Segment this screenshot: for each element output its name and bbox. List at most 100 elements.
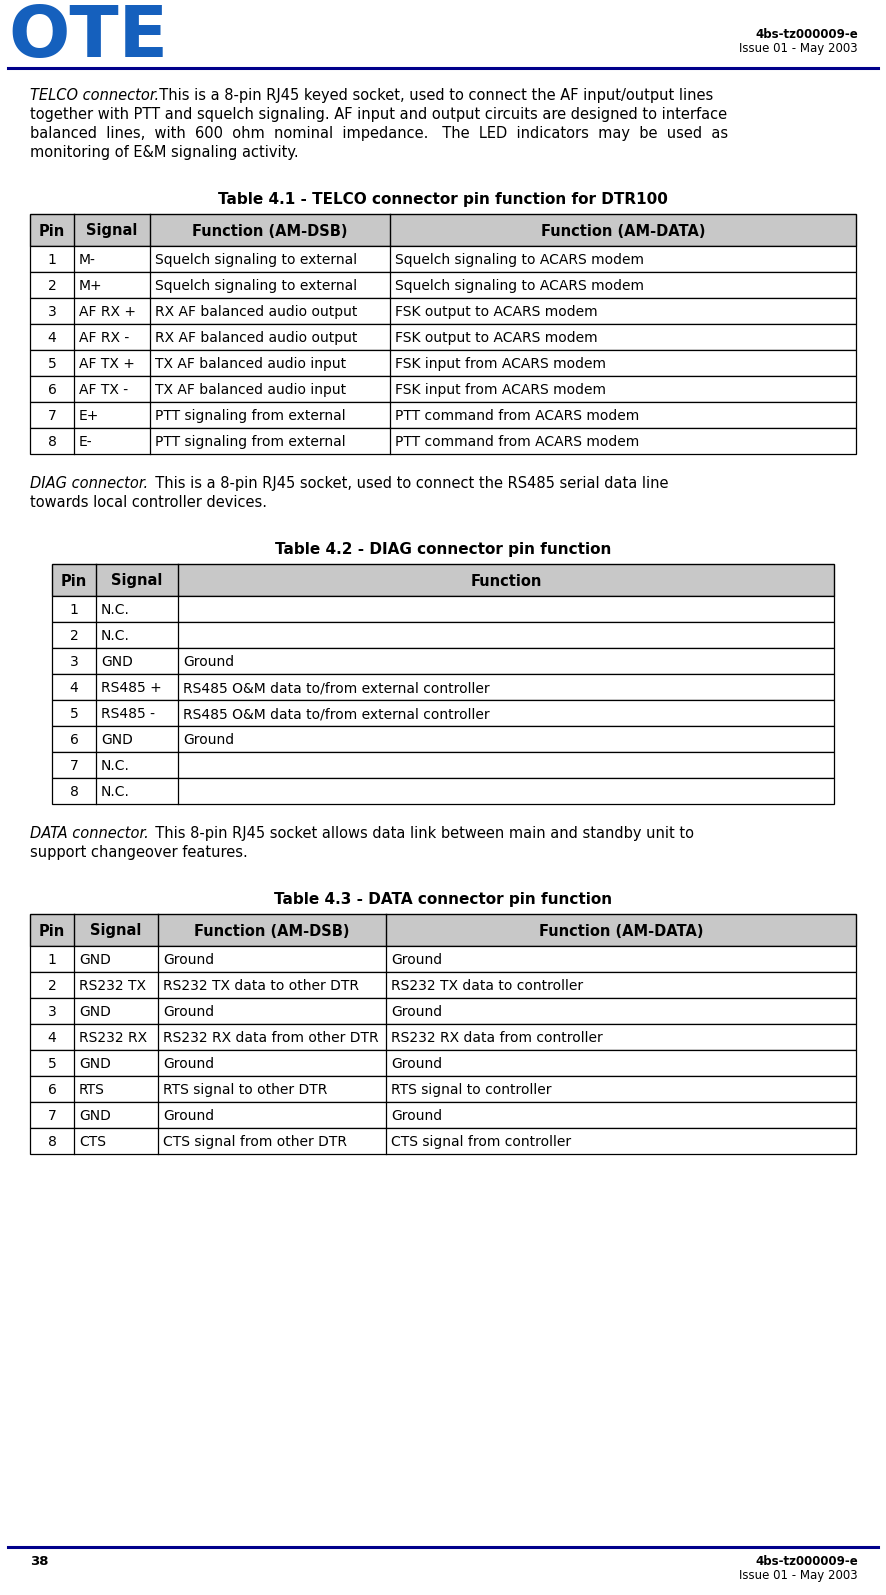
Text: N.C.: N.C.	[101, 785, 130, 799]
Text: FSK input from ACARS modem: FSK input from ACARS modem	[395, 383, 606, 397]
Text: 4: 4	[48, 332, 57, 345]
Text: This is a 8-pin RJ45 socket, used to connect the RS485 serial data line: This is a 8-pin RJ45 socket, used to con…	[146, 475, 669, 491]
Bar	[52, 726, 834, 751]
Text: Squelch signaling to external: Squelch signaling to external	[155, 279, 357, 293]
Text: 8: 8	[70, 785, 79, 799]
Text: Table 4.3 - DATA connector pin function: Table 4.3 - DATA connector pin function	[274, 892, 612, 908]
Text: GND: GND	[79, 952, 111, 967]
Bar	[30, 1024, 856, 1050]
Text: Ground: Ground	[183, 734, 234, 746]
Bar	[30, 1050, 856, 1077]
Text: 1: 1	[48, 254, 57, 266]
Bar	[52, 778, 834, 804]
Text: 6: 6	[48, 1083, 57, 1097]
Text: PTT signaling from external: PTT signaling from external	[155, 435, 346, 450]
Text: Squelch signaling to external: Squelch signaling to external	[155, 254, 357, 266]
Text: Pin: Pin	[61, 574, 87, 589]
Text: TELCO connector.: TELCO connector.	[30, 88, 159, 104]
Text: Signal: Signal	[86, 223, 137, 239]
Bar	[30, 971, 856, 998]
Text: 7: 7	[48, 408, 57, 423]
Text: 2: 2	[48, 279, 57, 293]
Text: 5: 5	[70, 707, 78, 721]
Bar	[30, 376, 856, 402]
Text: Squelch signaling to ACARS modem: Squelch signaling to ACARS modem	[395, 279, 644, 293]
Bar	[30, 298, 856, 324]
Bar	[30, 946, 856, 971]
Text: Function (AM-DSB): Function (AM-DSB)	[192, 223, 347, 239]
Text: FSK output to ACARS modem: FSK output to ACARS modem	[395, 305, 598, 319]
Text: Pin: Pin	[39, 924, 66, 938]
Text: TX AF balanced audio input: TX AF balanced audio input	[155, 383, 346, 397]
Text: M-: M-	[79, 254, 96, 266]
Text: 8: 8	[48, 435, 57, 450]
Text: RS485 -: RS485 -	[101, 707, 155, 721]
Text: GND: GND	[79, 1005, 111, 1019]
Bar	[30, 273, 856, 298]
Text: Function (AM-DATA): Function (AM-DATA)	[540, 223, 705, 239]
Text: N.C.: N.C.	[101, 759, 130, 774]
Bar	[30, 1077, 856, 1102]
Text: Ground: Ground	[183, 656, 234, 668]
Text: N.C.: N.C.	[101, 628, 130, 643]
Text: 2: 2	[48, 979, 57, 994]
Bar	[30, 214, 856, 246]
Bar	[30, 324, 856, 349]
Text: 7: 7	[70, 759, 78, 774]
Text: RS232 RX data from controller: RS232 RX data from controller	[391, 1030, 602, 1045]
Text: RTS signal to other DTR: RTS signal to other DTR	[163, 1083, 327, 1097]
Text: Function (AM-DATA): Function (AM-DATA)	[539, 924, 703, 938]
Text: RS232 RX: RS232 RX	[79, 1030, 147, 1045]
Text: GND: GND	[101, 656, 133, 668]
Text: 6: 6	[70, 734, 79, 746]
Bar	[52, 700, 834, 726]
Text: Ground: Ground	[391, 1109, 442, 1123]
Text: 1: 1	[48, 952, 57, 967]
Bar	[52, 622, 834, 648]
Text: 38: 38	[30, 1555, 49, 1568]
Text: 7: 7	[48, 1109, 57, 1123]
Text: Ground: Ground	[163, 952, 214, 967]
Text: FSK input from ACARS modem: FSK input from ACARS modem	[395, 357, 606, 372]
Text: 6: 6	[48, 383, 57, 397]
Text: RTS: RTS	[79, 1083, 105, 1097]
Text: DATA connector.: DATA connector.	[30, 826, 149, 841]
Bar	[52, 597, 834, 622]
Text: RS232 TX data to other DTR: RS232 TX data to other DTR	[163, 979, 359, 994]
Text: RS232 RX data from other DTR: RS232 RX data from other DTR	[163, 1030, 378, 1045]
Text: Ground: Ground	[391, 1057, 442, 1070]
Text: 2: 2	[70, 628, 78, 643]
Text: 4bs-tz000009-e: 4bs-tz000009-e	[755, 29, 858, 41]
Text: Issue 01 - May 2003: Issue 01 - May 2003	[740, 1569, 858, 1582]
Text: CTS: CTS	[79, 1136, 106, 1148]
Text: AF RX +: AF RX +	[79, 305, 136, 319]
Bar	[52, 648, 834, 675]
Text: 3: 3	[48, 305, 57, 319]
Text: E+: E+	[79, 408, 99, 423]
Text: This 8-pin RJ45 socket allows data link between main and standby unit to: This 8-pin RJ45 socket allows data link …	[146, 826, 694, 841]
Text: N.C.: N.C.	[101, 603, 130, 617]
Text: OTE: OTE	[8, 3, 168, 72]
Text: Squelch signaling to ACARS modem: Squelch signaling to ACARS modem	[395, 254, 644, 266]
Text: M+: M+	[79, 279, 103, 293]
Text: Signal: Signal	[112, 574, 163, 589]
Text: DIAG connector.: DIAG connector.	[30, 475, 148, 491]
Text: This is a 8-pin RJ45 keyed socket, used to connect the AF input/output lines: This is a 8-pin RJ45 keyed socket, used …	[150, 88, 713, 104]
Text: 8: 8	[48, 1136, 57, 1148]
Text: PTT command from ACARS modem: PTT command from ACARS modem	[395, 435, 640, 450]
Bar	[30, 427, 856, 455]
Bar	[30, 998, 856, 1024]
Text: Function (AM-DSB): Function (AM-DSB)	[194, 924, 350, 938]
Bar	[30, 1102, 856, 1128]
Text: Table 4.1 - TELCO connector pin function for DTR100: Table 4.1 - TELCO connector pin function…	[218, 191, 668, 207]
Text: Ground: Ground	[391, 1005, 442, 1019]
Text: 1: 1	[70, 603, 79, 617]
Text: Ground: Ground	[391, 952, 442, 967]
Text: Ground: Ground	[163, 1109, 214, 1123]
Text: Function: Function	[470, 574, 541, 589]
Text: AF TX -: AF TX -	[79, 383, 128, 397]
Text: AF RX -: AF RX -	[79, 332, 129, 345]
Text: RS485 O&M data to/from external controller: RS485 O&M data to/from external controll…	[183, 681, 490, 695]
Text: AF TX +: AF TX +	[79, 357, 135, 372]
Text: Signal: Signal	[90, 924, 142, 938]
